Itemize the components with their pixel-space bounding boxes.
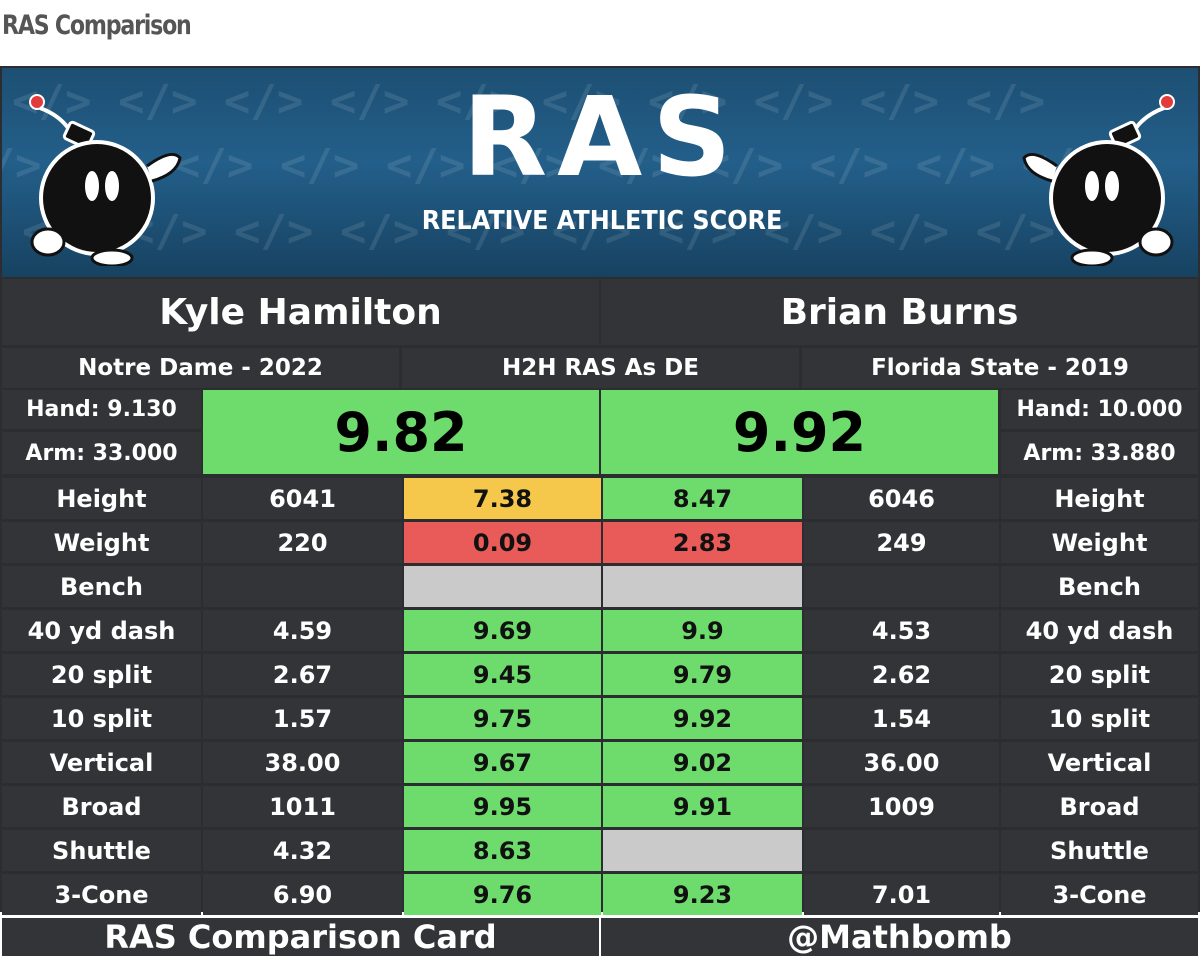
comparison-header: H2H RAS As DE bbox=[402, 348, 799, 388]
metric-score-right: 9.9 bbox=[603, 610, 802, 651]
metric-label-right: 40 yd dash bbox=[1001, 610, 1198, 651]
metric-label-right: Height bbox=[1001, 478, 1198, 519]
ras-logo-text: RAS bbox=[462, 73, 742, 201]
metric-label-left: 20 split bbox=[2, 654, 201, 695]
metric-value-left: 2.67 bbox=[203, 654, 402, 695]
metric-label-left: Bench bbox=[2, 566, 201, 607]
metric-score-left: 9.67 bbox=[404, 742, 601, 783]
metric-value-right: 1009 bbox=[804, 786, 999, 827]
metric-label-left: Shuttle bbox=[2, 830, 201, 871]
bomb-mascot-right-icon bbox=[1022, 94, 1175, 266]
arm-measure-right: Arm: 33.880 bbox=[1001, 432, 1198, 474]
metric-value-right bbox=[804, 566, 999, 607]
ras-logo: RAS RELATIVE ATHLETIC SCORE bbox=[402, 73, 802, 268]
metric-label-left: Broad bbox=[2, 786, 201, 827]
metric-score-right: 9.79 bbox=[603, 654, 802, 695]
metric-label-right: Vertical bbox=[1001, 742, 1198, 783]
hand-measure-right: Hand: 10.000 bbox=[1001, 390, 1198, 429]
bomb-mascot-left-icon bbox=[29, 94, 182, 266]
banner-pattern: </> </> </> </> </> </> </> </> </> </> bbox=[12, 76, 1046, 127]
metric-value-right: 6046 bbox=[804, 478, 999, 519]
banner-pattern: </> </> </> </> </> </> </> </> </> </> … bbox=[2, 140, 1102, 191]
metric-label-right: Broad bbox=[1001, 786, 1198, 827]
ras-score-left: 9.82 bbox=[203, 390, 599, 474]
metric-score-right: 9.92 bbox=[603, 698, 802, 739]
metric-score-left: 8.63 bbox=[404, 830, 601, 871]
metric-value-left: 6.90 bbox=[203, 874, 402, 915]
metric-value-right: 4.53 bbox=[804, 610, 999, 651]
metric-score-left bbox=[404, 566, 601, 607]
metric-label-left: 10 split bbox=[2, 698, 201, 739]
metric-score-left: 9.69 bbox=[404, 610, 601, 651]
page-title: RAS Comparison bbox=[2, 10, 192, 41]
metric-value-left: 220 bbox=[203, 522, 402, 563]
metric-value-left bbox=[203, 566, 402, 607]
metric-label-left: 3-Cone bbox=[2, 874, 201, 915]
banner-pattern: </> </> </> </> </> </> </> </> </> </> bbox=[22, 206, 1056, 257]
metric-score-right: 9.23 bbox=[603, 874, 802, 915]
metric-label-right: 20 split bbox=[1001, 654, 1198, 695]
metric-label-right: 3-Cone bbox=[1001, 874, 1198, 915]
metric-score-right: 9.91 bbox=[603, 786, 802, 827]
metric-score-left: 9.75 bbox=[404, 698, 601, 739]
metric-score-right bbox=[603, 830, 802, 871]
player-school-left: Notre Dame - 2022 bbox=[2, 348, 399, 388]
metric-value-left: 6041 bbox=[203, 478, 402, 519]
metric-score-left: 9.76 bbox=[404, 874, 601, 915]
metric-value-right: 1.54 bbox=[804, 698, 999, 739]
metric-value-left: 4.32 bbox=[203, 830, 402, 871]
metric-score-left: 7.38 bbox=[404, 478, 601, 519]
metric-value-right: 36.00 bbox=[804, 742, 999, 783]
metric-value-left: 4.59 bbox=[203, 610, 402, 651]
footer-card-title: RAS Comparison Card bbox=[2, 918, 599, 956]
metric-value-left: 1011 bbox=[203, 786, 402, 827]
metric-label-left: Vertical bbox=[2, 742, 201, 783]
metric-score-right: 8.47 bbox=[603, 478, 802, 519]
metric-score-right: 2.83 bbox=[603, 522, 802, 563]
metric-value-right: 249 bbox=[804, 522, 999, 563]
ras-banner: </> </> </> </> </> </> </> </> </> </> … bbox=[2, 68, 1198, 277]
metric-label-left: Height bbox=[2, 478, 201, 519]
ras-comparison-card: </> </> </> </> </> </> </> </> </> </> … bbox=[0, 66, 1200, 956]
arm-measure-left: Arm: 33.000 bbox=[2, 432, 201, 474]
metric-label-right: Weight bbox=[1001, 522, 1198, 563]
metric-score-left: 0.09 bbox=[404, 522, 601, 563]
metric-score-left: 9.45 bbox=[404, 654, 601, 695]
metric-score-right: 9.02 bbox=[603, 742, 802, 783]
metric-value-right: 7.01 bbox=[804, 874, 999, 915]
player-name-right: Brian Burns bbox=[601, 279, 1198, 345]
ras-logo-subtitle: RELATIVE ATHLETIC SCORE bbox=[421, 206, 783, 236]
player-school-right: Florida State - 2019 bbox=[802, 348, 1198, 388]
metric-label-left: Weight bbox=[2, 522, 201, 563]
metric-value-right: 2.62 bbox=[804, 654, 999, 695]
player-name-left: Kyle Hamilton bbox=[2, 279, 599, 345]
metric-score-left: 9.95 bbox=[404, 786, 601, 827]
ras-score-right: 9.92 bbox=[601, 390, 998, 474]
metric-label-right: 10 split bbox=[1001, 698, 1198, 739]
metric-label-right: Shuttle bbox=[1001, 830, 1198, 871]
hand-measure-left: Hand: 9.130 bbox=[2, 390, 201, 429]
metric-value-left: 1.57 bbox=[203, 698, 402, 739]
metric-value-left: 38.00 bbox=[203, 742, 402, 783]
footer-handle: @Mathbomb bbox=[601, 918, 1198, 956]
metric-value-right bbox=[804, 830, 999, 871]
metric-score-right bbox=[603, 566, 802, 607]
metric-label-right: Bench bbox=[1001, 566, 1198, 607]
metric-label-left: 40 yd dash bbox=[2, 610, 201, 651]
